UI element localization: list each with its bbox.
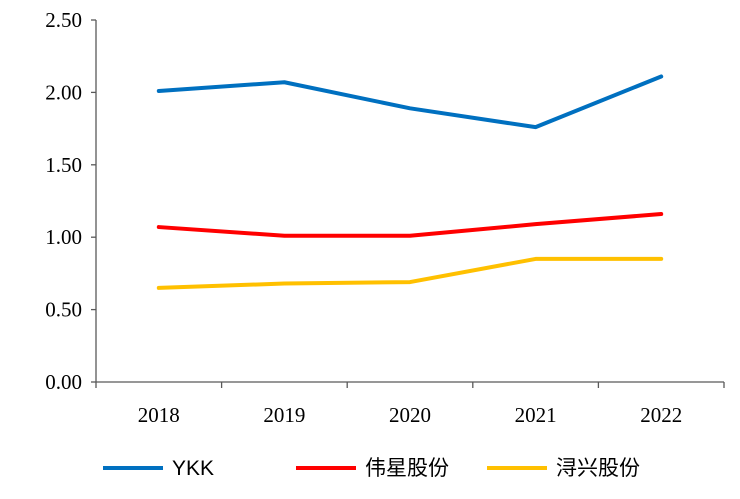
series-line-1: [156, 74, 664, 130]
x-tick-label: 2019: [263, 403, 305, 427]
y-tick-label: 0.50: [45, 298, 82, 322]
y-tick-label: 0.00: [45, 370, 82, 394]
y-tick-label: 1.50: [45, 153, 82, 177]
x-tick-label: 2020: [389, 403, 431, 427]
series-line-3: [156, 256, 664, 290]
legend-label: 浔兴股份: [556, 457, 640, 480]
x-tick-label: 2018: [138, 403, 180, 427]
y-tick-label: 1.00: [45, 225, 82, 249]
y-tick-label: 2.00: [45, 80, 82, 104]
legend-label: YKK: [172, 457, 214, 480]
series-line-2: [156, 212, 664, 238]
x-tick-label: 2022: [640, 403, 682, 427]
x-tick-label: 2021: [515, 403, 557, 427]
y-tick-label: 2.50: [45, 8, 82, 32]
legend-label: 伟星股份: [365, 457, 449, 480]
